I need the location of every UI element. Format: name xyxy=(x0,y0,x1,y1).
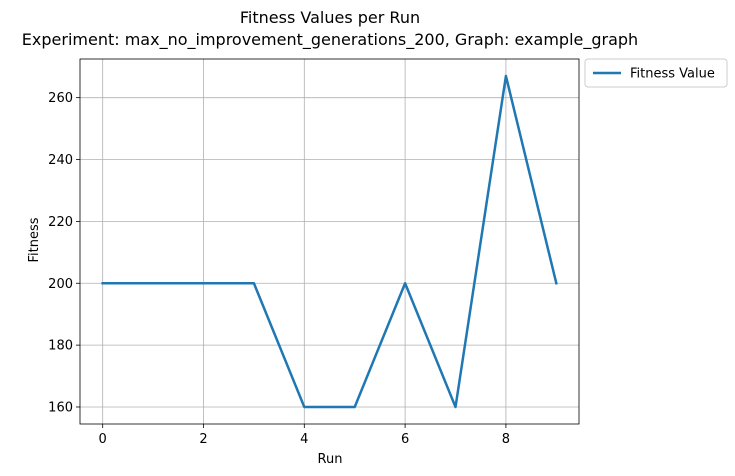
chart-subtitle: Experiment: max_no_improvement_generatio… xyxy=(22,30,638,50)
x-tick-label: 2 xyxy=(199,432,207,447)
x-tick-label: 8 xyxy=(502,432,510,447)
y-tick-label: 240 xyxy=(48,153,73,168)
y-tick-label: 200 xyxy=(48,277,73,292)
legend-box xyxy=(584,58,728,88)
y-tick-label: 180 xyxy=(48,339,73,354)
legend: Fitness Value xyxy=(584,58,728,88)
plot-frame xyxy=(79,58,580,425)
y-axis-label: Fitness xyxy=(27,217,42,262)
x-axis-label: Run xyxy=(318,452,343,467)
axes xyxy=(79,58,580,425)
y-ticks: 160 180 200 220 240 260 xyxy=(48,91,80,415)
y-tick-label: 160 xyxy=(48,400,73,415)
chart-title: Fitness Values per Run xyxy=(240,8,420,27)
series-line-fitness-value xyxy=(101,74,558,409)
x-tick-label: 0 xyxy=(99,432,107,447)
x-tick-label: 6 xyxy=(401,432,409,447)
y-tick-label: 220 xyxy=(48,215,73,230)
legend-label: Fitness Value xyxy=(630,67,715,82)
series-layer xyxy=(101,74,558,409)
x-ticks: 0 2 4 6 8 xyxy=(99,424,510,447)
x-tick-label: 4 xyxy=(300,432,308,447)
y-tick-label: 260 xyxy=(48,91,73,106)
grid-lines xyxy=(80,59,579,424)
